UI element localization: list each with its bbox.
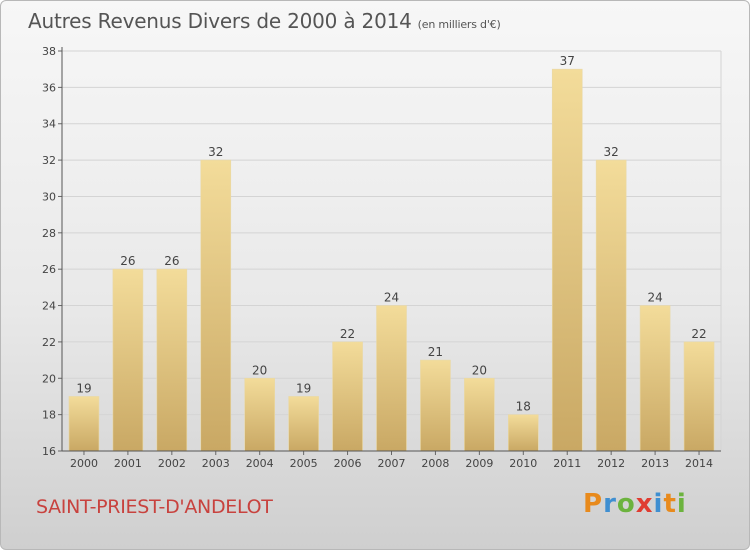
- bar-value-label: 32: [604, 145, 619, 159]
- x-tick-label: 2008: [421, 457, 449, 470]
- logo-letter: i: [653, 489, 664, 519]
- y-tick-label: 34: [42, 118, 56, 131]
- x-tick-label: 2007: [378, 457, 406, 470]
- bar: [595, 159, 627, 452]
- y-tick-label: 38: [42, 45, 56, 58]
- bar-value-label: 24: [384, 291, 399, 305]
- y-tick-label: 28: [42, 227, 56, 240]
- logo-letter: P: [583, 489, 604, 519]
- logo-letter: i: [676, 489, 687, 519]
- x-tick-label: 2001: [114, 457, 142, 470]
- bar-value-label: 18: [516, 400, 531, 414]
- bar-value-label: 21: [428, 345, 443, 359]
- bar-value-label: 20: [252, 363, 267, 377]
- labels: 16 18 20 22 24 26 28 30 32 34 36 38 19 2000 26 2001 26 20…: [42, 45, 713, 470]
- title-text: Autres Revenus Divers de 2000 à 2014: [28, 9, 412, 33]
- chart-subtitle: (en milliers d'€): [417, 18, 501, 31]
- bar: [420, 359, 451, 452]
- bar: [639, 305, 671, 452]
- bar-value-label: 20: [472, 363, 487, 377]
- y-tick-label: 26: [42, 263, 56, 276]
- x-tick-label: 2003: [202, 457, 230, 470]
- bar: [551, 68, 583, 452]
- bar: [200, 159, 232, 452]
- y-tick-label: 18: [42, 409, 56, 422]
- x-tick-label: 2002: [158, 457, 186, 470]
- x-tick-label: 2009: [465, 457, 493, 470]
- bar: [244, 377, 275, 452]
- bar-value-label: 22: [340, 327, 355, 341]
- logo-letter: x: [635, 489, 654, 519]
- bar-value-label: 19: [296, 381, 311, 395]
- bar-value-label: 22: [691, 327, 706, 341]
- axes: [58, 47, 721, 455]
- bar: [112, 268, 144, 452]
- x-tick-label: 2006: [334, 457, 362, 470]
- bar: [288, 396, 319, 452]
- x-tick-label: 2014: [685, 457, 713, 470]
- y-tick-label: 24: [42, 300, 56, 313]
- bars: [68, 68, 715, 452]
- bar: [332, 341, 363, 452]
- bar-value-label: 24: [647, 291, 662, 305]
- bar: [68, 396, 100, 452]
- logo-letter: r: [603, 489, 617, 519]
- bar-value-label: 26: [164, 254, 179, 268]
- x-tick-label: 2010: [509, 457, 537, 470]
- x-tick-label: 2005: [290, 457, 318, 470]
- bar-value-label: 37: [560, 54, 575, 68]
- chart-title: Autres Revenus Divers de 2000 à 2014 (en …: [28, 9, 501, 33]
- bar-value-label: 19: [76, 381, 91, 395]
- y-tick-label: 36: [42, 81, 56, 94]
- bar: [507, 414, 539, 452]
- x-tick-label: 2013: [641, 457, 669, 470]
- y-tick-label: 16: [42, 445, 56, 458]
- logo-letter: o: [616, 489, 636, 519]
- x-tick-label: 2000: [70, 457, 98, 470]
- proxiti-logo: Proxiti: [583, 489, 687, 519]
- bar-value-label: 26: [120, 254, 135, 268]
- bar: [683, 341, 715, 452]
- x-tick-label: 2012: [597, 457, 625, 470]
- logo-letter: t: [663, 489, 677, 519]
- commune-name: SAINT-PRIEST-D'ANDELOT: [36, 496, 273, 518]
- bar: [376, 305, 407, 452]
- x-tick-label: 2004: [246, 457, 274, 470]
- y-tick-label: 20: [42, 372, 56, 385]
- y-tick-label: 30: [42, 190, 56, 203]
- y-tick-label: 22: [42, 336, 56, 349]
- x-tick-label: 2011: [553, 457, 581, 470]
- bar: [464, 377, 495, 452]
- y-tick-label: 32: [42, 154, 56, 167]
- bar: [156, 268, 188, 452]
- bar-value-label: 32: [208, 145, 223, 159]
